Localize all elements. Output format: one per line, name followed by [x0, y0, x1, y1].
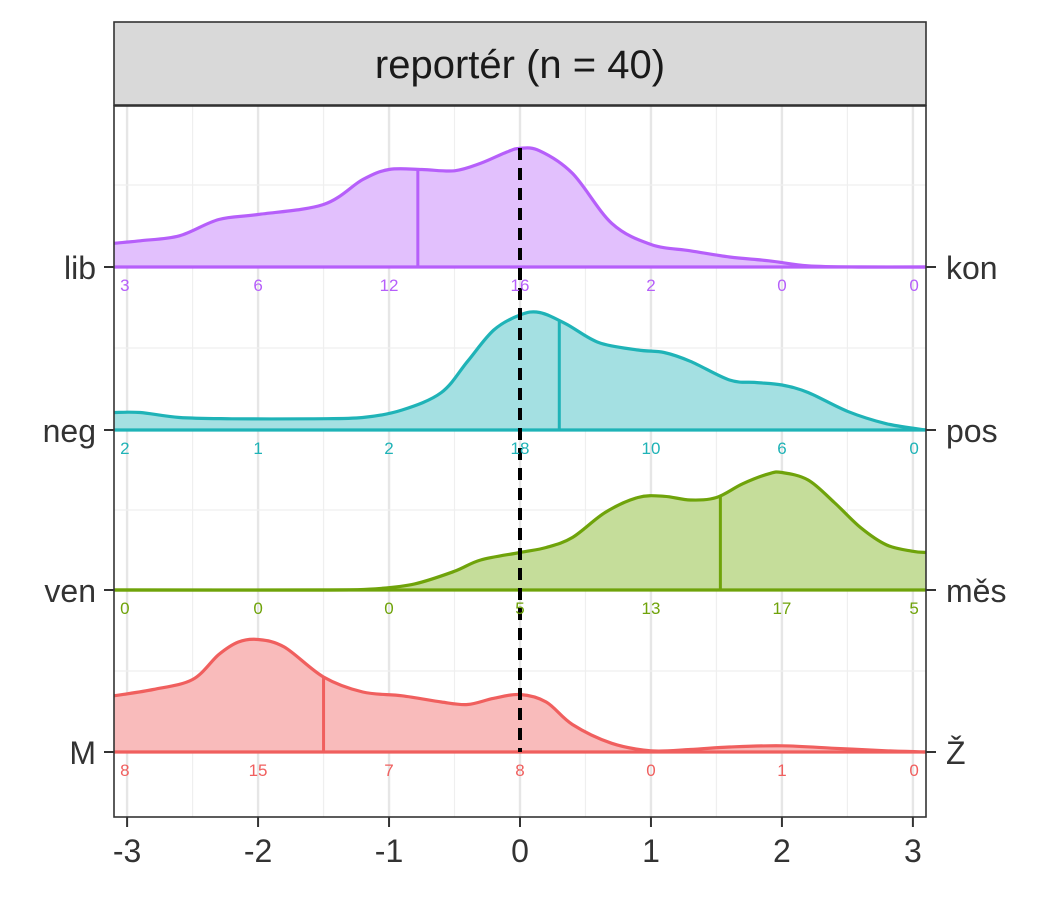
y-label-right: měs [946, 573, 1006, 609]
count-label-lib: 0 [777, 276, 786, 295]
x-tick-label: 1 [642, 833, 660, 869]
count-label-M: 0 [646, 761, 655, 780]
count-label-M: 7 [384, 761, 393, 780]
ridge-line-M [113, 637, 927, 754]
ridge-line-lib [113, 146, 927, 269]
count-label-neg: 1 [253, 439, 262, 458]
y-label-left: neg [43, 413, 96, 449]
x-tick-label: -2 [244, 833, 272, 869]
count-label-ven: 13 [642, 599, 661, 618]
x-tick-label: 2 [773, 833, 791, 869]
count-label-neg: 2 [120, 439, 129, 458]
count-label-ven: 0 [253, 599, 262, 618]
facet-strip [113, 21, 927, 106]
y-label-left: ven [44, 573, 96, 609]
count-label-neg: 2 [384, 439, 393, 458]
count-label-neg: 0 [909, 439, 918, 458]
count-label-M: 8 [515, 761, 524, 780]
count-label-neg: 10 [642, 439, 661, 458]
count-label-neg: 6 [777, 439, 786, 458]
count-label-ven: 5 [515, 599, 524, 618]
count-label-lib: 16 [511, 276, 530, 295]
count-label-lib: 3 [120, 276, 129, 295]
count-label-lib: 12 [380, 276, 399, 295]
count-label-M: 15 [249, 761, 268, 780]
count-label-lib: 6 [253, 276, 262, 295]
facet-title: reportér (n = 40) [375, 43, 665, 87]
count-label-M: 0 [909, 761, 918, 780]
count-label-ven: 17 [772, 599, 791, 618]
count-label-lib: 2 [646, 276, 655, 295]
y-label-left: M [69, 735, 96, 771]
count-label-lib: 0 [909, 276, 918, 295]
count-label-ven: 0 [384, 599, 393, 618]
count-labels: 3 6 12 16 2 0 02 1 2 18 10 6 00 0 0 5 13 17 58 15 7 8 0 1 0 [120, 276, 919, 780]
x-tick-label: 0 [511, 833, 529, 869]
x-tick-label: -1 [375, 833, 403, 869]
ridge-fill-ven [114, 471, 926, 591]
x-tick-label: 3 [904, 833, 922, 869]
ridge-fill-lib [114, 147, 926, 268]
count-label-neg: 18 [511, 439, 530, 458]
count-label-ven: 5 [909, 599, 918, 618]
y-label-left: lib [64, 250, 96, 286]
count-label-M: 1 [777, 761, 786, 780]
count-label-M: 8 [120, 761, 129, 780]
count-label-ven: 0 [120, 599, 129, 618]
ridge-line-neg [113, 310, 927, 432]
x-tick-label: -3 [113, 833, 141, 869]
y-label-right: kon [946, 250, 998, 286]
y-label-right: pos [946, 413, 998, 449]
y-label-right: Ž [946, 735, 966, 771]
ridge-line-ven [113, 470, 927, 592]
